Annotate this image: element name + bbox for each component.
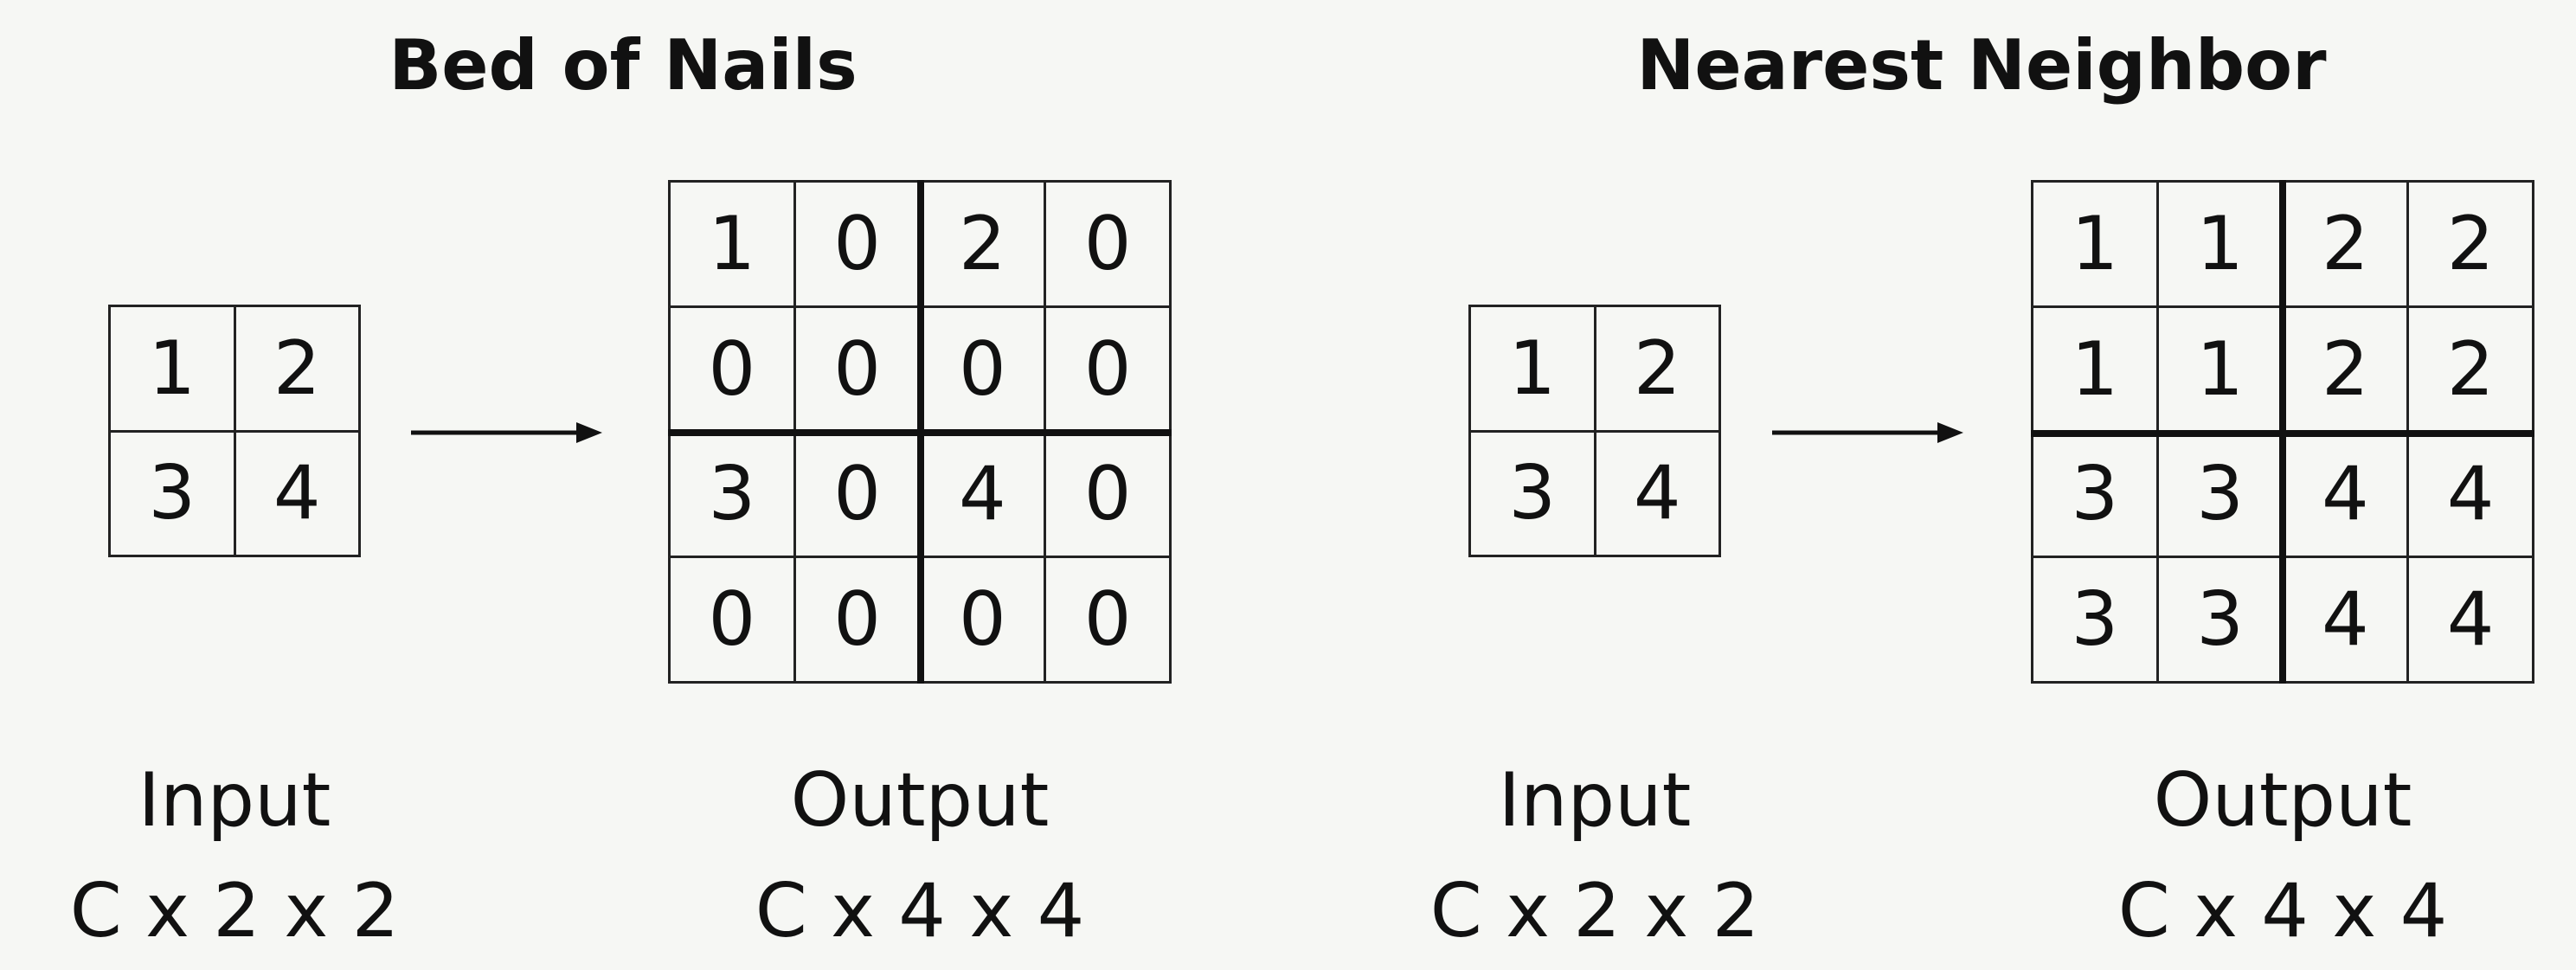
bed-of-nails-title: Bed of Nails: [389, 25, 858, 106]
quadrant-divider-horizontal: [2031, 430, 2534, 437]
nearest-neighbor-output-label: Output: [2153, 757, 2412, 844]
grid-cell: 1: [108, 305, 236, 433]
grid-cell: 4: [918, 430, 1047, 559]
grid-cell: 0: [668, 305, 796, 434]
grid-cell: 3: [668, 430, 796, 559]
grid-cell: 0: [1044, 556, 1172, 684]
grid-cell: 1: [668, 180, 796, 308]
bed-of-nails-output-label: Output: [790, 757, 1050, 844]
grid-cell: 0: [793, 430, 922, 559]
grid-cell: 2: [2406, 305, 2534, 434]
grid-cell: 0: [1044, 180, 1172, 308]
grid-cell: 0: [793, 305, 922, 434]
grid-cell: 2: [2281, 180, 2410, 308]
bed-of-nails-input-label: Input: [138, 757, 331, 844]
grid-cell: 1: [2031, 305, 2159, 434]
grid-cell: 3: [2155, 556, 2284, 684]
grid-cell: 0: [668, 556, 796, 684]
grid-cell: 2: [1593, 305, 1721, 433]
quadrant-divider-horizontal: [668, 429, 1172, 436]
bed-of-nails-output-shape: C x 4 x 4: [755, 868, 1085, 954]
bed-of-nails-input-grid: 1 2 3 4: [108, 305, 361, 557]
grid-cell: 0: [1044, 430, 1172, 559]
grid-cell: 0: [1044, 305, 1172, 434]
grid-cell: 0: [793, 556, 922, 684]
grid-cell: 3: [108, 429, 236, 557]
grid-cell: 3: [2031, 556, 2159, 684]
nearest-neighbor-arrow-icon: [1772, 422, 1963, 443]
grid-cell: 1: [2031, 180, 2159, 308]
grid-cell: 0: [918, 556, 1047, 684]
grid-cell: 1: [1468, 305, 1596, 433]
grid-cell: 3: [1468, 429, 1596, 557]
grid-cell: 2: [2281, 305, 2410, 434]
grid-cell: 0: [793, 180, 922, 308]
grid-cell: 1: [2155, 180, 2284, 308]
grid-cell: 2: [233, 305, 361, 433]
nearest-neighbor-output-grid: 1 1 2 2 1 1 2 2 3 3 4 4 3 3 4 4: [2031, 180, 2534, 684]
bed-of-nails-input-shape: C x 2 x 2: [69, 868, 400, 954]
grid-cell: 0: [918, 305, 1047, 434]
nearest-neighbor-input-grid: 1 2 3 4: [1468, 305, 1721, 557]
grid-cell: 4: [1593, 429, 1721, 557]
grid-cell: 4: [2406, 556, 2534, 684]
nearest-neighbor-input-label: Input: [1498, 757, 1692, 844]
grid-cell: 2: [918, 180, 1047, 308]
grid-cell: 2: [2406, 180, 2534, 308]
bed-of-nails-arrow-icon: [411, 422, 602, 443]
grid-cell: 3: [2031, 430, 2159, 559]
grid-cell: 4: [2281, 430, 2410, 559]
grid-cell: 4: [233, 429, 361, 557]
grid-cell: 1: [2155, 305, 2284, 434]
nearest-neighbor-output-shape: C x 4 x 4: [2117, 868, 2448, 954]
nearest-neighbor-input-shape: C x 2 x 2: [1429, 868, 1760, 954]
grid-cell: 3: [2155, 430, 2284, 559]
grid-cell: 4: [2281, 556, 2410, 684]
grid-cell: 4: [2406, 430, 2534, 559]
nearest-neighbor-title: Nearest Neighbor: [1636, 25, 2327, 106]
